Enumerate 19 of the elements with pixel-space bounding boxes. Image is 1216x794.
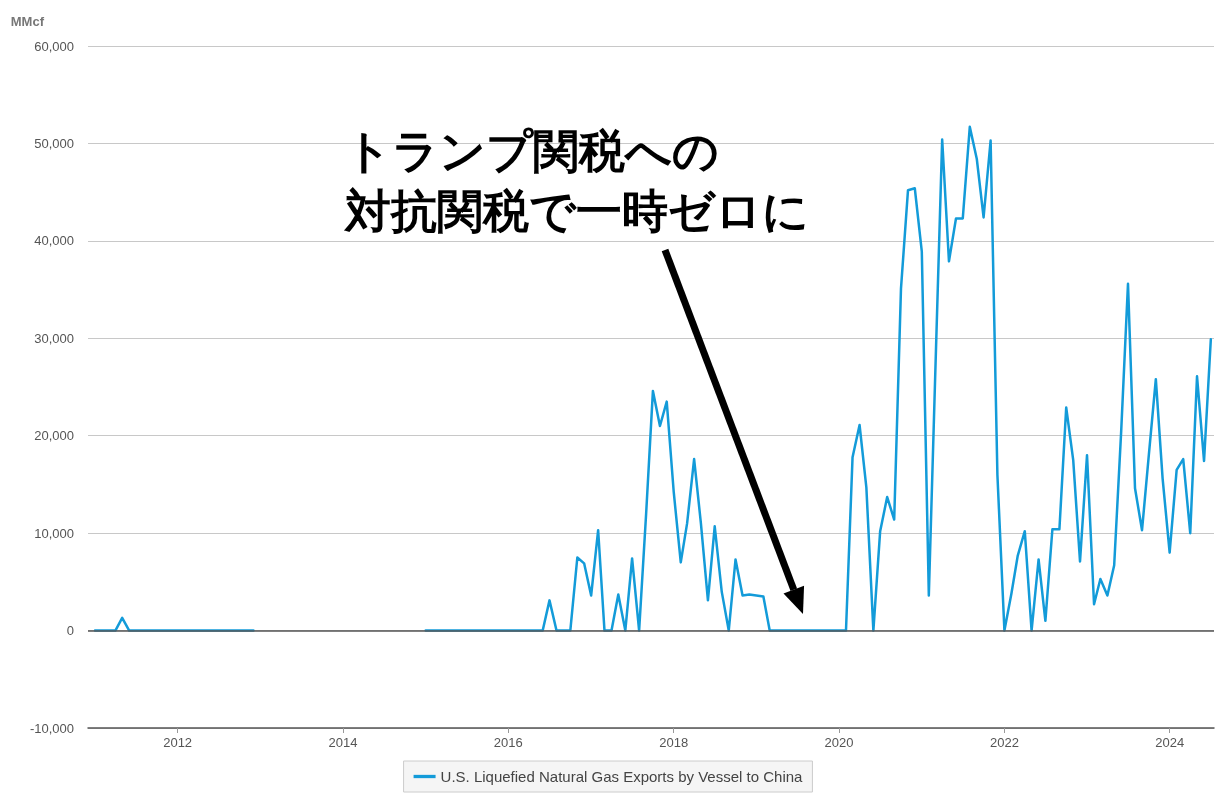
y-tick-label: 10,000	[34, 525, 74, 541]
annotation: トランプ関税への	[345, 124, 719, 178]
y-tick-label: 20,000	[34, 428, 74, 444]
y-tick-label: 50,000	[34, 135, 74, 151]
y-tick-label: 30,000	[34, 330, 74, 346]
x-tick-label: 2022	[989, 735, 1019, 750]
legend-label: U.S. Liquefied Natural Gas Exports by Vessel to China	[440, 768, 804, 785]
y-tick-label: 40,000	[34, 233, 74, 249]
y-axis-title: MMcf	[10, 14, 45, 29]
x-tick-label: 2018	[659, 735, 689, 750]
y-tick-label: 0	[66, 623, 74, 639]
x-tick-label: 2016	[493, 735, 523, 750]
x-tick-label: 2014	[328, 735, 358, 750]
y-tick-label: -10,000	[29, 720, 74, 736]
x-tick-label: 2020	[824, 735, 854, 750]
y-tick-label: 60,000	[34, 38, 74, 54]
x-tick-label: 2012	[163, 735, 193, 750]
annotation: 対抗関税で一時ゼロに	[343, 184, 809, 238]
x-tick-label: 2024	[1155, 735, 1185, 750]
